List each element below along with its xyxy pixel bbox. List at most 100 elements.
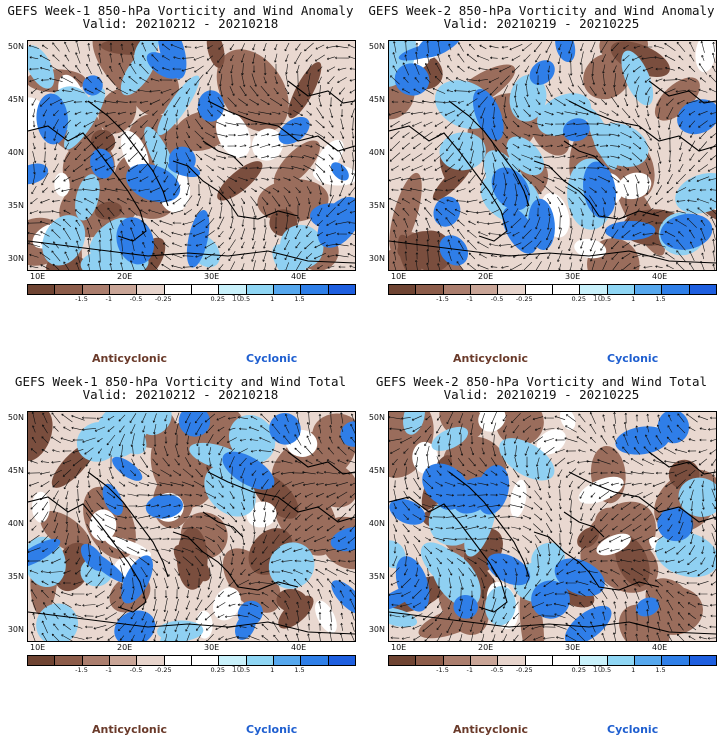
vorticity-region	[216, 49, 289, 132]
vorticity-region	[510, 479, 527, 518]
vorticity-region	[121, 555, 153, 604]
vorticity-region	[531, 580, 570, 619]
colorbar-tick-label: -0.5	[129, 295, 143, 303]
vorticity-region	[583, 53, 631, 100]
longitude-label: 10E	[391, 272, 407, 281]
latitude-label: 35N	[7, 572, 24, 581]
vorticity-region	[28, 538, 61, 569]
coastline	[563, 140, 605, 167]
colorbar-swatch	[470, 285, 499, 294]
colorbar-tick-label: 0.5	[600, 295, 612, 303]
colorbar-tick-label: 1.5	[294, 295, 305, 303]
coastline	[648, 451, 716, 475]
latitude-label: 30N	[368, 625, 385, 634]
vorticity-region	[94, 201, 123, 220]
panel-title: GEFS Week-2 850-hPa Vorticity and Wind T…	[375, 374, 708, 389]
colorbar-scale-label: 10	[231, 665, 242, 674]
wind-vectors	[28, 412, 355, 641]
colorbar-swatch	[55, 656, 83, 665]
colorbar-tick-label: 1.5	[294, 666, 305, 674]
panel-valid-dates: Valid: 20210212 - 20210218	[82, 387, 279, 402]
coastline	[389, 125, 508, 242]
colorbar-tick-label: 1	[270, 295, 275, 303]
vorticity-region	[660, 213, 713, 250]
colorbar-swatch	[416, 656, 444, 665]
vorticity-region	[157, 75, 200, 136]
vorticity-region	[90, 148, 114, 179]
colorbar-swatch	[301, 285, 329, 294]
latitude-label: 30N	[368, 254, 385, 263]
colorbar-swatch	[689, 656, 716, 665]
wind-vectors	[389, 41, 716, 270]
colorbar-tick-label: -1.5	[436, 295, 449, 303]
vorticity-region	[228, 414, 276, 464]
vorticity-region	[677, 99, 716, 135]
vorticity-region	[577, 527, 599, 549]
vorticity-region	[104, 536, 152, 558]
vorticity-region	[695, 41, 716, 73]
coastline	[389, 240, 716, 264]
colorbar-swatch	[219, 285, 247, 294]
vorticity-region	[340, 421, 355, 447]
vorticity-region	[269, 412, 301, 445]
vorticity-region	[502, 206, 537, 254]
coastline	[28, 611, 355, 635]
latitude-label: 45N	[7, 466, 24, 475]
colorbar-tick-label: 0.25	[210, 666, 225, 674]
vorticity-region	[478, 412, 506, 432]
wind-vectors	[28, 41, 355, 270]
colorbar-swatch	[662, 285, 690, 294]
vorticity-region	[315, 139, 344, 174]
vorticity-region	[28, 45, 55, 89]
vorticity-region	[212, 587, 241, 621]
vorticity-region	[217, 161, 263, 201]
vorticity-map	[388, 40, 717, 271]
vorticity-region	[485, 586, 516, 626]
colorbar-tick-label: -0.5	[490, 666, 504, 674]
vorticity-region	[395, 556, 430, 612]
panel-valid-dates: Valid: 20210219 - 20210225	[443, 387, 640, 402]
coastline	[389, 611, 716, 635]
legend-cyclonic: Cyclonic	[607, 352, 659, 365]
colorbar-tick-label: 1	[631, 666, 636, 674]
wind-vectors	[389, 412, 716, 641]
longitude-label: 20E	[117, 272, 133, 281]
latitude-label: 40N	[7, 148, 24, 157]
colorbar-swatch	[191, 285, 220, 294]
coastline	[172, 160, 299, 220]
legend-anticyclonic: Anticyclonic	[92, 723, 168, 736]
longitude-label: 40E	[652, 272, 668, 281]
colorbar-swatch	[689, 285, 716, 294]
legend-cyclonic: Cyclonic	[246, 723, 298, 736]
vorticity-region	[453, 594, 478, 619]
coastline	[389, 496, 508, 613]
colorbar-swatch	[607, 285, 635, 294]
vorticity-region	[278, 595, 314, 629]
vorticity-region	[403, 412, 425, 435]
coastline	[448, 471, 530, 578]
vorticity-region	[126, 163, 181, 203]
vorticity-region	[222, 548, 281, 613]
vorticity-region	[610, 41, 670, 77]
colorbar-swatch	[634, 285, 663, 294]
vorticity-region	[288, 61, 322, 119]
vorticity-region	[28, 412, 53, 462]
colorbar	[27, 655, 356, 666]
vorticity-map	[388, 411, 717, 642]
longitude-label: 20E	[117, 643, 133, 652]
vorticity-region	[472, 88, 504, 141]
vorticity-region	[114, 610, 156, 641]
colorbar-scale-label: 10	[231, 294, 242, 303]
coastline	[533, 531, 660, 591]
vorticity-region	[615, 426, 670, 455]
legend-cyclonic: Cyclonic	[607, 723, 659, 736]
vorticity-region	[257, 179, 329, 223]
map-panel-1: GEFS Week-1 850-hPa Vorticity and Wind A…	[0, 0, 361, 371]
longitude-label: 10E	[30, 643, 46, 652]
vorticity-region	[106, 412, 153, 451]
latitude-label: 35N	[368, 201, 385, 210]
colorbar-swatch	[443, 656, 471, 665]
colorbar-tick-label: -1.5	[75, 295, 88, 303]
map-panel-3: GEFS Week-1 850-hPa Vorticity and Wind T…	[0, 371, 361, 742]
coastline	[287, 451, 355, 475]
